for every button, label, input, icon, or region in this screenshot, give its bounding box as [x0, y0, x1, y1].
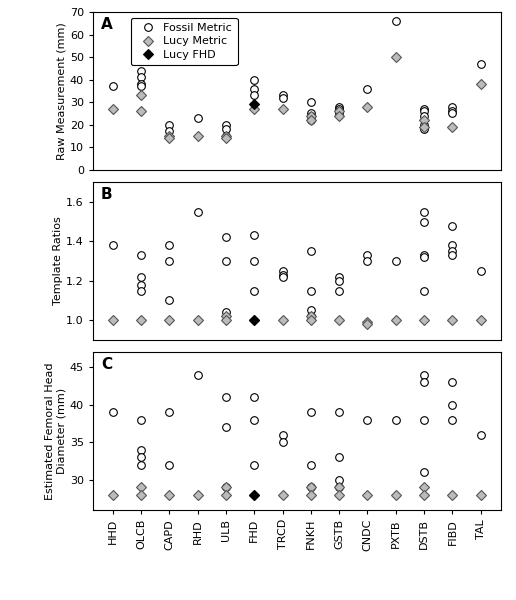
- Text: C: C: [101, 357, 112, 372]
- Text: B: B: [101, 187, 112, 202]
- Y-axis label: Estimated Femoral Head
Diameter (mm): Estimated Femoral Head Diameter (mm): [45, 362, 67, 500]
- Y-axis label: Raw Measurement (mm): Raw Measurement (mm): [57, 22, 67, 160]
- Y-axis label: Template Ratios: Template Ratios: [53, 217, 63, 305]
- Legend: Fossil Metric, Lucy Metric, Lucy FHD: Fossil Metric, Lucy Metric, Lucy FHD: [131, 17, 237, 65]
- Text: A: A: [101, 17, 113, 32]
